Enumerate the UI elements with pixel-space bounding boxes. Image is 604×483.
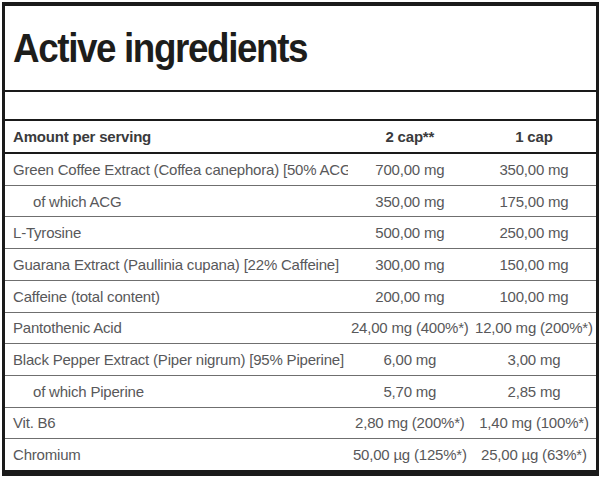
- amount-1-cap: 150,00 mg: [472, 256, 596, 273]
- table-row: of which ACG 350,00 mg 175,00 mg: [5, 186, 596, 218]
- ingredient-name: L-Tyrosine: [5, 224, 348, 241]
- amount-1-cap: 2,85 mg: [472, 383, 596, 400]
- amount-1-cap: 250,00 mg: [472, 224, 596, 241]
- ingredient-name: of which ACG: [5, 193, 348, 210]
- amount-2-cap: 2,80 mg (200%*): [348, 414, 472, 431]
- table-row: Vit. B6 2,80 mg (200%*) 1,40 mg (100%*): [5, 408, 596, 440]
- supplement-facts-panel: Active ingredients Amount per serving 2 …: [2, 2, 599, 476]
- amount-1-cap: 12,00 mg (200%*): [472, 319, 596, 336]
- table-row: L-Tyrosine 500,00 mg 250,00 mg: [5, 217, 596, 249]
- ingredients-table-body: Green Coffee Extract (Coffea canephora) …: [5, 154, 596, 470]
- ingredient-name: Guarana Extract (Paullinia cupana) [22% …: [5, 256, 348, 273]
- table-row: Green Coffee Extract (Coffea canephora) …: [5, 154, 596, 186]
- amount-2-cap: 300,00 mg: [348, 256, 472, 273]
- amount-2-cap: 700,00 mg: [348, 161, 472, 178]
- amount-1-cap: 1,40 mg (100%*): [472, 414, 596, 431]
- table-row: Black Pepper Extract (Piper nigrum) [95%…: [5, 344, 596, 376]
- page-title: Active ingredients: [13, 26, 307, 71]
- amount-2-cap: 24,00 mg (400%*): [348, 319, 472, 336]
- header-amount-per-serving: Amount per serving: [5, 128, 348, 145]
- amount-2-cap: 50,00 µg (125%*): [348, 446, 472, 463]
- amount-2-cap: 6,00 mg: [348, 351, 472, 368]
- spacer-band: [5, 92, 596, 121]
- ingredient-name: Black Pepper Extract (Piper nigrum) [95%…: [5, 351, 348, 368]
- amount-1-cap: 350,00 mg: [472, 161, 596, 178]
- ingredient-name: Green Coffee Extract (Coffea canephora) …: [5, 161, 348, 178]
- amount-1-cap: 175,00 mg: [472, 193, 596, 210]
- amount-2-cap: 350,00 mg: [348, 193, 472, 210]
- ingredient-name: Chromium: [5, 446, 348, 463]
- amount-2-cap: 5,70 mg: [348, 383, 472, 400]
- table-row: Chromium 50,00 µg (125%*) 25,00 µg (63%*…: [5, 439, 596, 470]
- table-row: of which Piperine 5,70 mg 2,85 mg: [5, 376, 596, 408]
- amount-2-cap: 500,00 mg: [348, 224, 472, 241]
- table-header-row: Amount per serving 2 cap** 1 cap: [5, 121, 596, 154]
- table-row: Pantothenic Acid 24,00 mg (400%*) 12,00 …: [5, 313, 596, 345]
- table-row: Guarana Extract (Paullinia cupana) [22% …: [5, 249, 596, 281]
- header-1-cap: 1 cap: [472, 128, 596, 145]
- amount-2-cap: 200,00 mg: [348, 288, 472, 305]
- ingredient-name: Vit. B6: [5, 414, 348, 431]
- header-2-cap: 2 cap**: [348, 128, 472, 145]
- ingredient-name: Caffeine (total content): [5, 288, 348, 305]
- amount-1-cap: 100,00 mg: [472, 288, 596, 305]
- ingredient-name: Pantothenic Acid: [5, 319, 348, 336]
- ingredient-name: of which Piperine: [5, 383, 348, 400]
- title-section: Active ingredients: [5, 6, 596, 92]
- amount-1-cap: 25,00 µg (63%*): [472, 446, 596, 463]
- table-row: Caffeine (total content) 200,00 mg 100,0…: [5, 281, 596, 313]
- amount-1-cap: 3,00 mg: [472, 351, 596, 368]
